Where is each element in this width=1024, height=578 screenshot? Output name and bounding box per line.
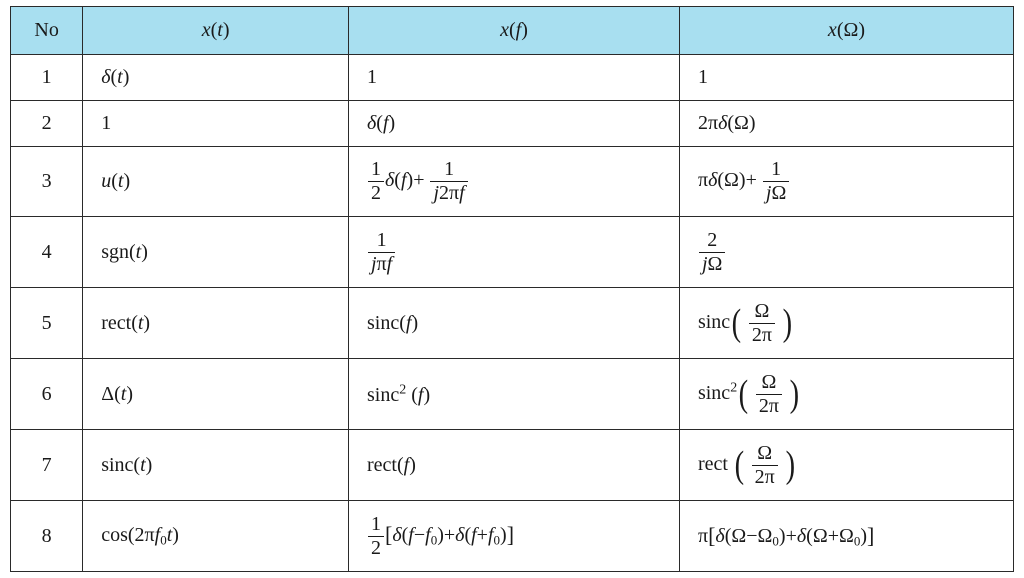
cell-xf: 12δ(f)+ 1j2πf (348, 146, 679, 217)
cell-xt: rect(t) (83, 288, 349, 359)
cell-xt: sinc(t) (83, 430, 349, 501)
cell-no: 2 (11, 100, 83, 146)
cell-xf: sinc2 (f) (348, 359, 679, 430)
cell-xt: u(t) (83, 146, 349, 217)
table-row: 5 rect(t) sinc(f) sinc( Ω2π ) (11, 288, 1014, 359)
cell-xt: Δ(t) (83, 359, 349, 430)
table-row: 8 cos(2πf0t) 12[δ(f−f0)+δ(f+f0)] π[δ(Ω−Ω… (11, 501, 1014, 572)
table-row: 2 1 δ(f) 2πδ(Ω) (11, 100, 1014, 146)
cell-xomega: sinc2( Ω2π ) (679, 359, 1013, 430)
cell-no: 6 (11, 359, 83, 430)
cell-xf: sinc(f) (348, 288, 679, 359)
table-row: 1 δ(t) 1 1 (11, 55, 1014, 101)
table-row: 7 sinc(t) rect(f) rect ( Ω2π ) (11, 430, 1014, 501)
table-header-row: No x(t) x(f) x(Ω) (11, 7, 1014, 55)
cell-xomega: πδ(Ω)+ 1jΩ (679, 146, 1013, 217)
table-row: 6 Δ(t) sinc2 (f) sinc2( Ω2π ) (11, 359, 1014, 430)
cell-no: 4 (11, 217, 83, 288)
col-header-no: No (11, 7, 83, 55)
cell-xt: cos(2πf0t) (83, 501, 349, 572)
cell-no: 3 (11, 146, 83, 217)
cell-xt: sgn(t) (83, 217, 349, 288)
cell-xf: rect(f) (348, 430, 679, 501)
cell-xomega: sinc( Ω2π ) (679, 288, 1013, 359)
cell-xomega: 2πδ(Ω) (679, 100, 1013, 146)
table-row: 4 sgn(t) 1jπf 2jΩ (11, 217, 1014, 288)
page-root: No x(t) x(f) x(Ω) 1 δ(t) 1 1 2 1 (0, 0, 1024, 578)
cell-no: 8 (11, 501, 83, 572)
cell-xomega: π[δ(Ω−Ω0)+δ(Ω+Ω0)] (679, 501, 1013, 572)
cell-xomega: 2jΩ (679, 217, 1013, 288)
fourier-pairs-table: No x(t) x(f) x(Ω) 1 δ(t) 1 1 2 1 (10, 6, 1014, 572)
cell-xf: 1jπf (348, 217, 679, 288)
cell-xomega: rect ( Ω2π ) (679, 430, 1013, 501)
col-header-xf: x(f) (348, 7, 679, 55)
cell-no: 5 (11, 288, 83, 359)
cell-xf: 12[δ(f−f0)+δ(f+f0)] (348, 501, 679, 572)
cell-xt: 1 (83, 100, 349, 146)
cell-xf: δ(f) (348, 100, 679, 146)
table-row: 3 u(t) 12δ(f)+ 1j2πf πδ(Ω)+ 1jΩ (11, 146, 1014, 217)
col-header-xt: x(t) (83, 7, 349, 55)
cell-xt: δ(t) (83, 55, 349, 101)
col-header-xomega: x(Ω) (679, 7, 1013, 55)
cell-no: 7 (11, 430, 83, 501)
cell-xf: 1 (348, 55, 679, 101)
cell-xomega: 1 (679, 55, 1013, 101)
cell-no: 1 (11, 55, 83, 101)
